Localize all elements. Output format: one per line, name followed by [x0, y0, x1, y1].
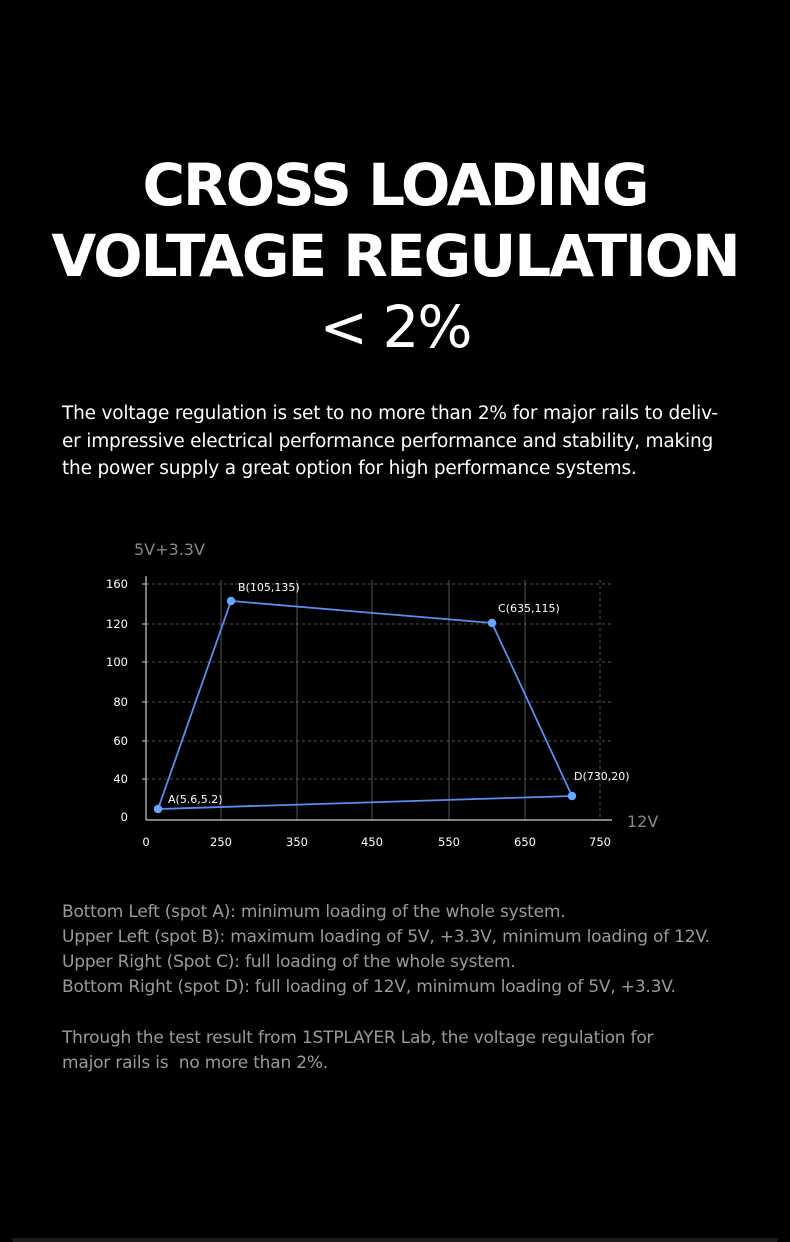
conclusion-line-1: Through the test result from 1STPLAYER L…: [62, 1028, 654, 1048]
chart-series: A(5.6,5.2) B(105,135) C(635,115) D(730,20): [153, 581, 630, 814]
bottom-divider: [12, 1238, 778, 1242]
conclusion-line-2: major rails is no more than 2%.: [62, 1053, 329, 1073]
heading-line-3: < 2%: [319, 293, 472, 361]
data-point: [153, 804, 163, 814]
series-line: [156, 600, 574, 810]
data-point: [226, 596, 236, 606]
spot-notes: Bottom Left (spot A): minimum loading of…: [62, 900, 762, 1000]
heading-line-1: CROSS LOADING: [142, 151, 649, 219]
chart-ticks: 160 120 100 80 60 40 00 250 350 450 550 650 750: [106, 577, 611, 849]
y-tick-label: 80: [113, 695, 128, 709]
intro-line-2: er impressive electrical performance per…: [62, 430, 714, 452]
page-heading: CROSS LOADING VOLTAGE REGULATION < 2%: [0, 150, 790, 363]
data-point: [487, 618, 497, 628]
x-tick-label: 450: [361, 835, 383, 849]
note-spot-b: Upper Left (spot B): maximum loading of …: [62, 927, 710, 947]
intro-line-3: the power supply a great option for high…: [62, 458, 637, 479]
x-tick-label: 250: [210, 835, 232, 849]
x-tick-label: 550: [438, 835, 460, 849]
note-spot-c: Upper Right (Spot C): full loading of th…: [62, 952, 516, 972]
data-point: [567, 791, 577, 801]
y-axis-label: 5V+3.3V: [134, 540, 205, 559]
x-tick-label: 350: [286, 835, 308, 849]
note-spot-a: Bottom Left (spot A): minimum loading of…: [62, 902, 566, 922]
x-tick-label: 0: [142, 835, 149, 849]
data-point-label: C(635,115): [498, 602, 560, 615]
y-tick-label: 60: [113, 734, 128, 748]
y-tick-label: 0: [121, 810, 128, 824]
cross-loading-chart: 160 120 100 80 60 40 0 0 250 350 450 550 650 750 A(5.…: [0, 520, 790, 870]
data-point-label: A(5.6,5.2): [168, 793, 223, 806]
y-tick-label: 40: [113, 772, 128, 786]
intro-paragraph: The voltage regulation is set to no more…: [62, 400, 742, 483]
chart-svg: 160 120 100 80 60 40 00 250 350 450 550 650 750 A(5.…: [106, 540, 658, 849]
y-tick-label: 160: [106, 577, 128, 591]
y-tick-label: 120: [106, 617, 128, 631]
x-axis-label: 12V: [627, 812, 658, 831]
heading-line-2: VOLTAGE REGULATION: [51, 222, 740, 290]
data-point-label: B(105,135): [238, 581, 300, 594]
intro-line-1: The voltage regulation is set to no more…: [62, 403, 718, 424]
chart-grid: [146, 580, 614, 820]
note-spot-d: Bottom Right (spot D): full loading of 1…: [62, 977, 676, 997]
y-tick-label: 100: [106, 655, 128, 669]
x-tick-label: 650: [514, 835, 536, 849]
conclusion-paragraph: Through the test result from 1STPLAYER L…: [62, 1026, 762, 1076]
data-point-label: D(730,20): [574, 770, 630, 783]
x-tick-label: 750: [589, 835, 611, 849]
